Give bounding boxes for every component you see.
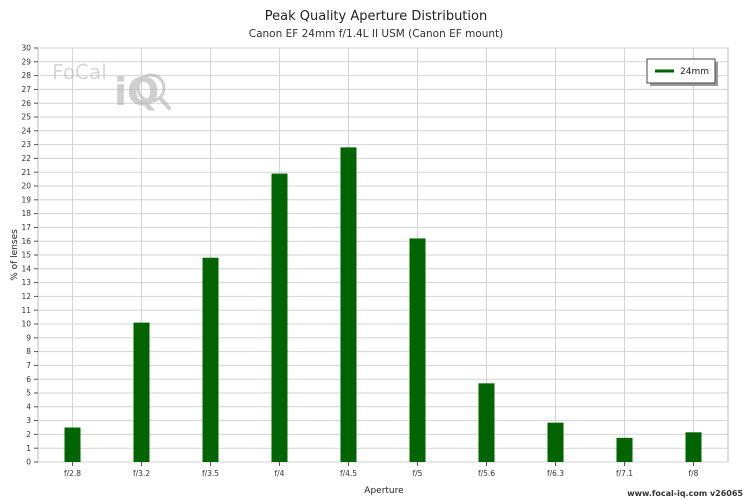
y-tick-label: 20 <box>21 182 31 191</box>
y-tick-label: 0 <box>26 458 31 467</box>
y-tick-label: 30 <box>21 44 31 53</box>
x-tick-label: f/4 <box>275 469 285 478</box>
y-tick-label: 6 <box>26 375 31 384</box>
y-tick-label: 7 <box>26 361 31 370</box>
x-tick-label: f/6.3 <box>547 469 564 478</box>
bar-f4-5[interactable] <box>340 147 357 463</box>
bar-f3-5[interactable] <box>202 257 219 462</box>
y-tick-label: 28 <box>21 71 31 80</box>
y-tick-label: 16 <box>21 237 31 246</box>
y-tick-label: 9 <box>26 333 31 342</box>
x-tick-label: f/5.6 <box>478 469 495 478</box>
chart-title: Peak Quality Aperture Distribution <box>265 9 487 24</box>
y-tick-label: 27 <box>21 85 31 94</box>
y-tick-label: 23 <box>21 140 31 149</box>
credit-text: www.focal-iq.com v26065 <box>627 489 743 498</box>
y-tick-label: 13 <box>21 278 31 287</box>
y-tick-label: 18 <box>21 209 31 218</box>
y-tick-label: 2 <box>26 430 31 439</box>
bar-f7-1[interactable] <box>616 437 633 462</box>
y-tick-label: 15 <box>21 251 31 260</box>
focal-iq-logo: FoCal iQ <box>52 60 171 114</box>
bar-f3-2[interactable] <box>133 322 150 462</box>
logo-text-iq: iQ <box>114 70 159 114</box>
y-tick-label: 19 <box>21 195 31 204</box>
bar-f6-3[interactable] <box>547 422 564 462</box>
legend[interactable]: 24mm <box>646 58 718 86</box>
y-tick-label: 1 <box>26 444 31 453</box>
y-tick-label: 21 <box>21 168 31 177</box>
bar-f5[interactable] <box>409 238 426 462</box>
x-tick-labels: f/2.8 f/3.2 f/3.5 f/4 f/4.5 f/5 f/5.6 f/6.3 f/7.… <box>64 462 699 478</box>
y-tick-labels: 0123456789101112131415161718192021222324… <box>21 44 38 467</box>
bar-f8[interactable] <box>685 432 702 462</box>
y-tick-label: 4 <box>26 402 31 411</box>
x-tick-label: f/4.5 <box>340 469 357 478</box>
y-tick-label: 25 <box>21 113 31 122</box>
y-tick-label: 29 <box>21 57 31 66</box>
y-gridlines <box>38 47 728 463</box>
y-tick-label: 3 <box>26 416 31 425</box>
y-tick-label: 22 <box>21 154 31 163</box>
bar-f5-6[interactable] <box>478 383 495 462</box>
chart-subtitle: Canon EF 24mm f/1.4L II USM (Canon EF mo… <box>249 28 504 40</box>
bar-f4[interactable] <box>271 173 288 462</box>
y-tick-label: 8 <box>26 347 31 356</box>
x-tick-label: f/2.8 <box>64 469 81 478</box>
x-tick-label: f/3.2 <box>133 469 150 478</box>
x-axis-label: Aperture <box>364 486 404 496</box>
legend-label: 24mm <box>680 67 709 77</box>
bar-f2-8[interactable] <box>64 427 81 463</box>
bar-series <box>64 147 702 463</box>
x-tick-label: f/8 <box>689 469 699 478</box>
y-tick-label: 12 <box>21 292 31 301</box>
y-tick-label: 26 <box>21 99 31 108</box>
y-tick-label: 5 <box>26 389 31 398</box>
y-tick-label: 17 <box>21 223 31 232</box>
y-axis-label: % of lenses <box>10 229 20 281</box>
logo-text-focal: FoCal <box>52 60 107 84</box>
x-tick-label: f/3.5 <box>202 469 219 478</box>
x-tick-label: f/7.1 <box>616 469 633 478</box>
x-tick-label: f/5 <box>413 469 423 478</box>
y-tick-label: 11 <box>21 306 31 315</box>
magnifier-icon <box>136 73 171 110</box>
y-tick-label: 14 <box>21 264 31 273</box>
y-tick-label: 10 <box>21 320 31 329</box>
y-tick-label: 24 <box>21 126 31 135</box>
